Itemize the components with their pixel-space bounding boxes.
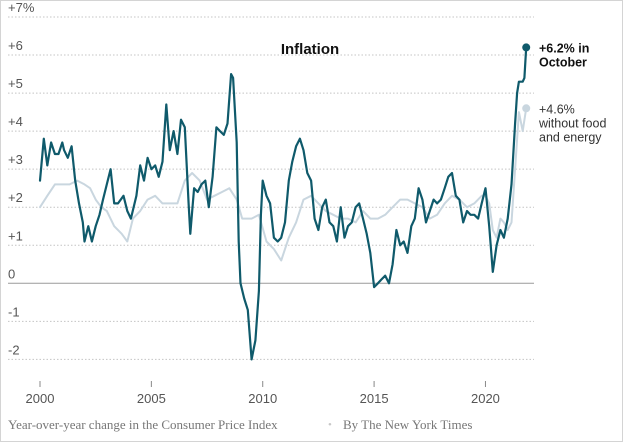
core-cpi-end-marker — [522, 104, 531, 113]
cpi-annotation: +6.2% in October — [539, 41, 589, 69]
footer-credit: By The New York Times — [343, 417, 473, 432]
y-tick-label: +3 — [8, 152, 23, 167]
core-cpi-annotation: +4.6% without food and energy — [538, 102, 606, 144]
cpi-end-marker — [522, 43, 531, 52]
y-tick-label: +5 — [8, 76, 23, 91]
y-tick-label: +4 — [8, 114, 23, 129]
x-tick-label: 2020 — [471, 391, 500, 406]
footer: Year-over-year change in the Consumer Pr… — [0, 417, 623, 437]
x-tick-label: 2010 — [248, 391, 277, 406]
footer-description: Year-over-year change in the Consumer Pr… — [8, 417, 278, 432]
x-tick-label: 2000 — [26, 391, 55, 406]
cpi-line — [38, 46, 528, 361]
x-tick-label: 2005 — [137, 391, 166, 406]
y-tick-label: -1 — [8, 304, 20, 319]
y-tick-label: +7% — [8, 0, 35, 15]
series-markers — [522, 43, 531, 113]
y-axis-labels: +7% +6 +5 +4 +3 +2 +1 0 -1 -2 — [8, 0, 35, 357]
y-tick-label: 0 — [8, 266, 15, 281]
annotations: +6.2% in October +4.6% without food and ener… — [538, 41, 606, 144]
chart-title: Inflation — [281, 41, 339, 58]
y-tick-label: +2 — [8, 190, 23, 205]
y-tick-label: +6 — [8, 38, 23, 53]
y-tick-label: -2 — [8, 342, 20, 357]
y-tick-label: +1 — [8, 228, 23, 243]
x-tick-label: 2015 — [360, 391, 389, 406]
inflation-chart: +7% +6 +5 +4 +3 +2 +1 0 -1 -2 2000 2005 2010 2015 202… — [8, 0, 606, 406]
gridlines — [8, 16, 534, 360]
core-cpi-line — [39, 107, 528, 262]
x-axis: 2000 2005 2010 2015 2020 — [26, 381, 500, 406]
series-lines — [38, 46, 528, 361]
footer-separator: • — [328, 419, 332, 431]
